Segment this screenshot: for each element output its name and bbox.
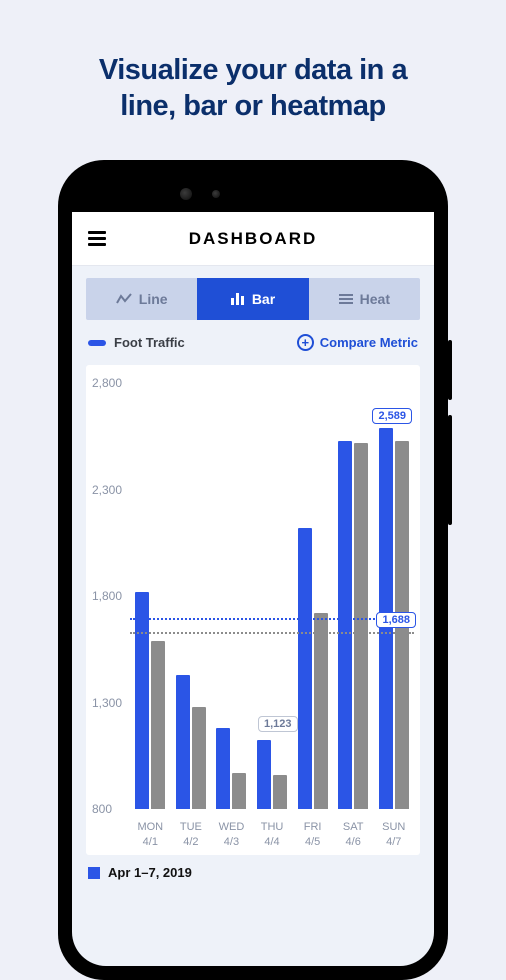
tab-heat-label: Heat — [360, 291, 390, 307]
tab-line[interactable]: Line — [86, 278, 197, 320]
bar-column[interactable] — [171, 383, 212, 809]
bar-chart: 2,8002,3001,8001,300800 2,5891,1231,688 … — [86, 365, 420, 855]
phone-frame: DASHBOARD Line Bar Heat — [58, 160, 448, 980]
tab-bar-label: Bar — [252, 291, 275, 307]
x-tick-label: THU4/4 — [252, 820, 293, 849]
legend-series-label: Foot Traffic — [114, 335, 185, 350]
primary-bar — [216, 728, 230, 809]
app-topbar: DASHBOARD — [72, 212, 434, 266]
line-icon — [116, 293, 132, 305]
primary-bar — [338, 441, 352, 809]
x-tick-label: SUN4/7 — [373, 820, 414, 849]
y-tick-label: 2,300 — [92, 483, 122, 497]
chart-plot-area: 2,589 1,123 1,688 — [130, 383, 414, 809]
chart-legend-row: Foot Traffic + Compare Metric — [86, 320, 420, 357]
date-range-label: Apr 1–7, 2019 — [108, 865, 192, 880]
bar-column[interactable] — [211, 383, 252, 809]
x-tick-label: SAT4/6 — [333, 820, 374, 849]
promo-headline: Visualize your data in a line, bar or he… — [0, 0, 506, 125]
y-tick-label: 800 — [92, 802, 112, 816]
x-tick-label: TUE4/2 — [171, 820, 212, 849]
headline-line1: Visualize your data in a — [40, 52, 466, 88]
plus-circle-icon: + — [297, 334, 314, 351]
page-title: DASHBOARD — [88, 229, 418, 249]
tab-line-label: Line — [139, 291, 168, 307]
y-axis-labels: 2,800 2,300 1,800 1,300 800 — [92, 365, 132, 815]
bar-column[interactable] — [373, 383, 414, 809]
primary-bar — [298, 528, 312, 809]
secondary-bar — [273, 775, 287, 809]
phone-camera — [180, 188, 220, 200]
view-mode-tabs: Line Bar Heat — [86, 278, 420, 320]
secondary-bar — [314, 613, 328, 809]
x-axis-labels: MON4/1TUE4/2WED4/3THU4/4FRI4/5SAT4/6SUN4… — [130, 820, 414, 849]
bar-icon — [231, 293, 245, 305]
bar-column[interactable] — [292, 383, 333, 809]
bar-columns — [130, 383, 414, 809]
y-tick-label: 1,300 — [92, 696, 122, 710]
phone-power-button — [448, 340, 452, 400]
footer-color-chip — [88, 867, 100, 879]
secondary-bar — [192, 707, 206, 809]
bar-column[interactable] — [130, 383, 171, 809]
date-range-footer: Apr 1–7, 2019 — [86, 855, 420, 880]
y-tick-label: 2,800 — [92, 376, 122, 390]
x-tick-label: FRI4/5 — [292, 820, 333, 849]
primary-bar — [135, 592, 149, 809]
primary-bar — [257, 740, 271, 809]
headline-line2: line, bar or heatmap — [40, 88, 466, 124]
phone-screen: DASHBOARD Line Bar Heat — [72, 212, 434, 966]
bar-column[interactable] — [333, 383, 374, 809]
value-callout: 1,123 — [258, 716, 298, 732]
legend-color-chip — [88, 340, 106, 346]
compare-metric-label: Compare Metric — [320, 335, 418, 350]
primary-bar — [176, 675, 190, 809]
reference-line — [130, 618, 414, 620]
bar-column[interactable] — [252, 383, 293, 809]
tab-bar[interactable]: Bar — [197, 278, 308, 320]
value-callout: 2,589 — [372, 408, 412, 424]
secondary-bar — [151, 641, 165, 809]
y-tick-label: 1,800 — [92, 589, 122, 603]
heat-icon — [339, 293, 353, 305]
tab-heat[interactable]: Heat — [309, 278, 420, 320]
secondary-bar — [232, 773, 246, 809]
phone-volume-button — [448, 415, 452, 525]
compare-metric-button[interactable]: + Compare Metric — [297, 334, 418, 351]
value-callout: 1,688 — [376, 612, 416, 628]
x-tick-label: WED4/3 — [211, 820, 252, 849]
reference-line — [130, 632, 414, 634]
x-tick-label: MON4/1 — [130, 820, 171, 849]
secondary-bar — [354, 443, 368, 809]
